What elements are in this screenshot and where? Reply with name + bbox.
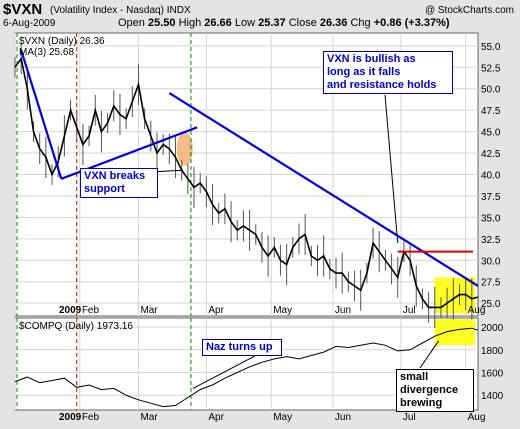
vxn-y-tick: 35.0	[481, 213, 501, 224]
chg-label: Chg	[350, 17, 371, 29]
vxn-ma-line	[14, 56, 479, 309]
x-tick-label: Feb	[82, 305, 100, 316]
callout-naz-turns-up: Naz turns up	[202, 339, 282, 356]
x-tick-label: 2009	[59, 412, 82, 423]
high-value: 26.66	[204, 17, 232, 29]
breakdown-marker	[176, 131, 193, 166]
vxn-y-tick: 50.0	[481, 85, 501, 96]
vxn-y-tick: 37.5	[481, 192, 501, 203]
vxn-y-tick: 52.5	[481, 63, 501, 74]
x-tick-label: Jul	[403, 412, 416, 423]
x-tick-label: May	[273, 305, 292, 316]
chg-value: +0.86 (+3.37%)	[373, 17, 450, 29]
callout-divergence: small divergence brewing	[396, 369, 474, 412]
close-label: Close	[288, 17, 317, 29]
chart-subtitle: (Volatility Index - Nasdaq) INDX	[50, 5, 191, 16]
x-tick-label: Apr	[208, 305, 224, 316]
compq-y-tick-labels: 1400 1600 1800 2000	[481, 323, 504, 402]
compq-highlight-box	[434, 319, 475, 346]
callout-arrow	[384, 94, 399, 244]
x-tick-label: Apr	[208, 412, 224, 423]
vxn-ma-series	[14, 56, 479, 309]
vxn-y-tick: 47.5	[481, 106, 501, 117]
legend-entry: $VXN (Daily) 26.36	[19, 36, 105, 47]
vxn-y-tick: 27.5	[481, 278, 501, 289]
close-value: 26.36	[319, 17, 348, 29]
low-label: Low	[234, 17, 256, 29]
quote-line: Open 25.50 High 26.66 Low 25.37 Close 26…	[118, 17, 450, 29]
chart-symbol: $VXN	[3, 1, 43, 18]
compq-series	[14, 327, 479, 408]
x-tick-label: Mar	[140, 412, 158, 423]
x-tick-label: May	[273, 412, 292, 423]
low-value: 25.37	[258, 17, 286, 29]
x-tick-label: Jun	[335, 412, 351, 423]
vxn-y-tick: 42.5	[481, 149, 501, 160]
vxn-y-tick: 30.0	[481, 256, 501, 267]
compq-y-tick: 1800	[481, 346, 504, 357]
vxn-y-tick: 45.0	[481, 128, 501, 139]
vxn-y-tick: 40.0	[481, 171, 501, 182]
compq-y-tick: 2000	[481, 323, 504, 334]
vxn-y-tick-labels: 25.0 27.5 30.0 32.5 35.0 37.5 40.0 42.5 45.0 47.5…	[481, 42, 501, 310]
vertical-markers	[16, 33, 192, 410]
x-tick-label: Mar	[140, 305, 158, 316]
vxn-y-tick: 55.0	[481, 42, 501, 53]
trendline	[168, 92, 479, 287]
callout-bullish: VXN is bullish as long as it falls and r…	[323, 51, 453, 94]
legend-entry: MA(3) 25.68	[19, 47, 74, 58]
x-tick-label: 2009	[59, 305, 82, 316]
x-tick-label: Jun	[335, 305, 351, 316]
highlight-boxes	[176, 131, 475, 346]
x-tick-label: Aug	[468, 412, 486, 423]
callout-arrow	[419, 340, 440, 369]
compq-y-tick: 1400	[481, 391, 504, 402]
open-value: 25.50	[147, 17, 176, 29]
high-label: High	[178, 17, 202, 29]
x-tick-label: Feb	[82, 412, 100, 423]
compq-y-tick: 1600	[481, 369, 504, 380]
x-tick-label: Jul	[403, 305, 416, 316]
trendline	[20, 49, 63, 180]
brand-label: @ StockCharts.com	[424, 5, 514, 16]
quote-date: 6-Aug-2009	[3, 18, 56, 29]
legend-entry: $COMPQ (Daily) 1973.16	[19, 321, 133, 332]
compq-line	[14, 327, 479, 408]
vxn-y-tick: 25.0	[481, 299, 501, 310]
vxn-y-tick: 32.5	[481, 235, 501, 246]
open-label: Open	[118, 17, 145, 29]
x-tick-label: Aug	[468, 305, 486, 316]
x-tick-labels: 20092009FebFebMarMarAprAprMayMayJunJunJu…	[59, 305, 485, 423]
callout-breaks-support: VXN breaks support	[80, 168, 158, 198]
